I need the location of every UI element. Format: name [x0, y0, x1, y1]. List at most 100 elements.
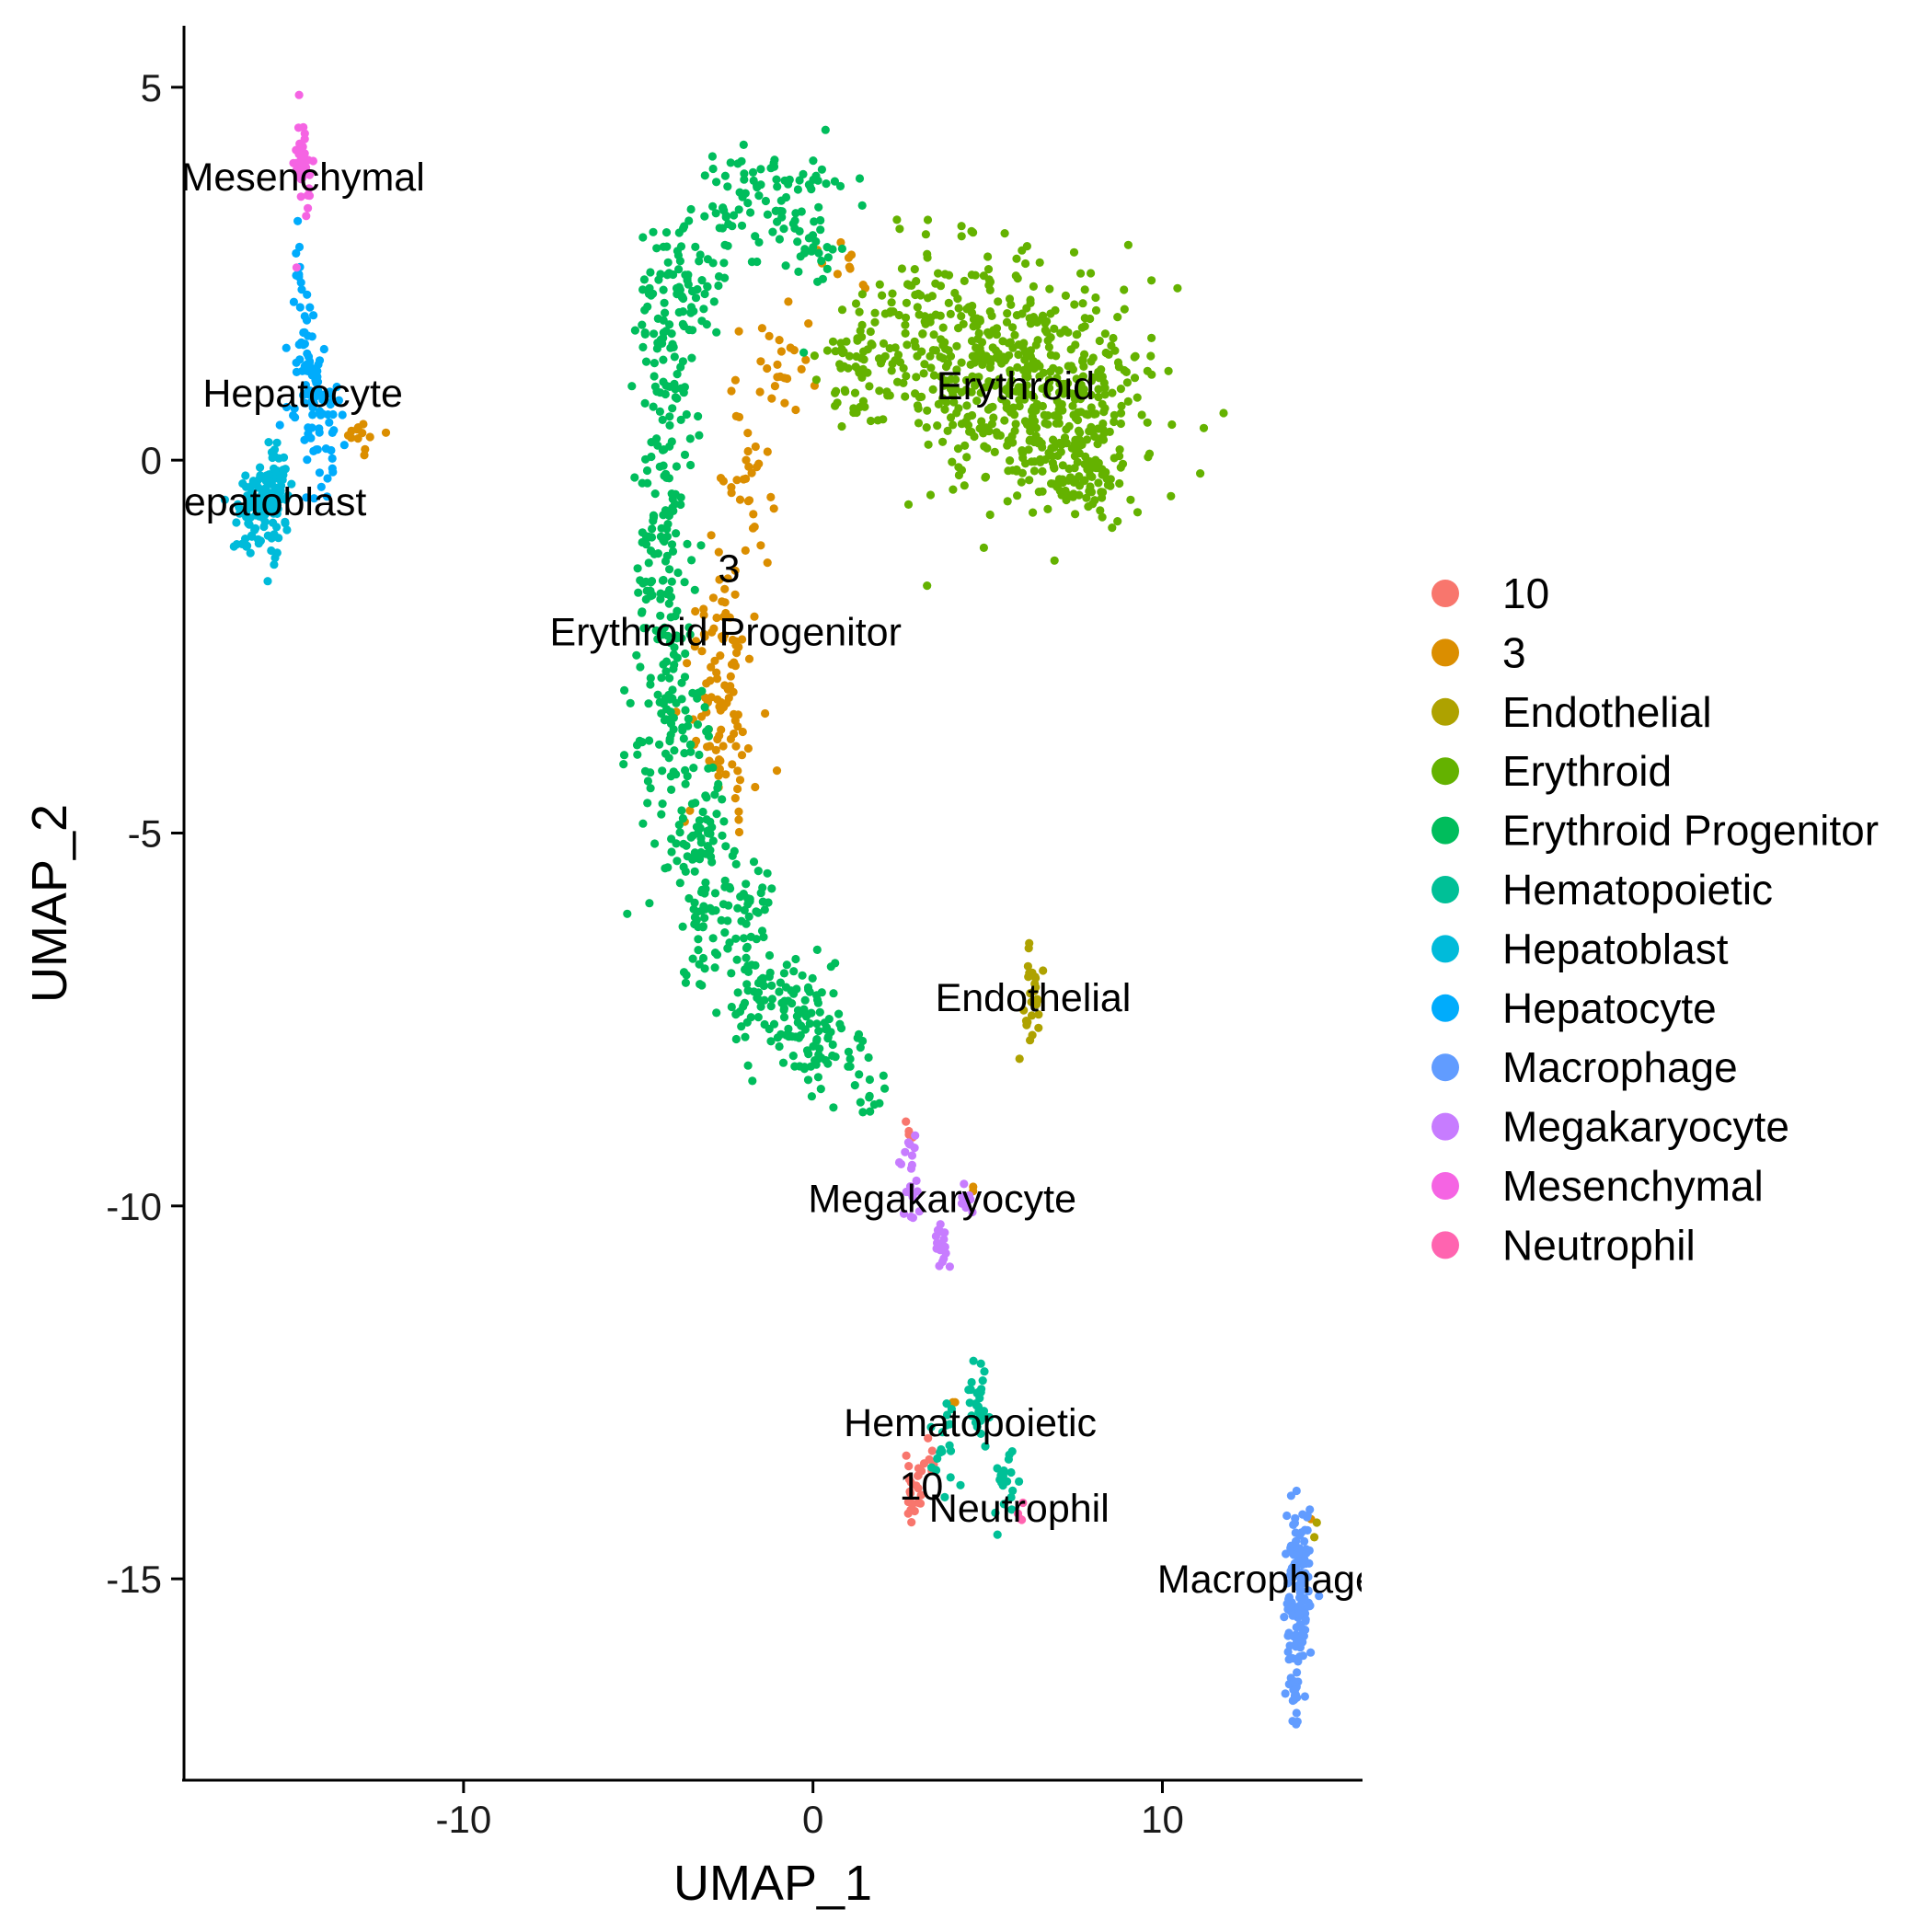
- data-point: [744, 496, 754, 505]
- data-point: [707, 857, 717, 867]
- data-point: [691, 606, 700, 616]
- data-point: [296, 192, 305, 201]
- data-point: [685, 630, 695, 639]
- data-point: [246, 548, 255, 558]
- data-point: [745, 897, 754, 906]
- data-point: [693, 907, 702, 916]
- series-6: [220, 438, 296, 586]
- data-point: [328, 409, 338, 420]
- data-point: [1085, 427, 1094, 436]
- cluster-label: Macrophage: [1157, 1558, 1377, 1602]
- data-point: [983, 265, 994, 274]
- legend-item: 3: [1432, 628, 1526, 676]
- data-point: [671, 612, 680, 621]
- data-point: [359, 420, 368, 429]
- data-point: [995, 374, 1004, 384]
- data-point: [972, 343, 981, 352]
- data-point: [1143, 418, 1152, 427]
- data-point: [915, 1499, 926, 1508]
- data-point: [322, 492, 332, 501]
- data-point: [699, 305, 708, 314]
- data-point: [971, 270, 980, 280]
- data-point: [923, 215, 933, 224]
- data-point: [701, 791, 710, 800]
- data-point: [1045, 284, 1054, 293]
- data-point: [700, 914, 709, 923]
- data-point: [708, 593, 719, 603]
- data-point: [901, 313, 911, 322]
- data-point: [338, 410, 347, 420]
- data-point: [1300, 1692, 1309, 1701]
- data-point: [1039, 966, 1048, 975]
- data-point: [732, 476, 742, 485]
- data-point: [753, 988, 764, 997]
- data-point: [1010, 330, 1019, 339]
- data-point: [717, 725, 726, 734]
- data-point: [315, 424, 324, 433]
- data-point: [908, 1192, 917, 1202]
- data-point: [714, 271, 724, 282]
- data-point: [887, 298, 896, 307]
- data-point: [327, 445, 336, 455]
- data-point: [1310, 1533, 1319, 1542]
- data-point: [305, 170, 315, 179]
- data-point: [735, 495, 745, 504]
- data-point: [966, 1385, 975, 1395]
- data-point: [773, 217, 782, 226]
- data-point: [1091, 305, 1101, 315]
- data-point: [626, 698, 635, 708]
- data-point: [303, 455, 312, 465]
- data-point: [828, 1040, 837, 1050]
- data-point: [1005, 1450, 1014, 1459]
- data-point: [981, 473, 990, 482]
- data-point: [723, 684, 732, 695]
- data-point: [661, 308, 670, 317]
- data-point: [300, 129, 309, 138]
- data-point: [1094, 478, 1103, 488]
- data-point: [646, 673, 655, 683]
- data-point: [630, 326, 640, 335]
- data-point: [305, 303, 315, 312]
- data-point: [782, 960, 791, 970]
- data-point: [630, 473, 639, 482]
- data-point: [326, 399, 335, 409]
- data-point: [649, 402, 658, 411]
- data-point: [673, 370, 682, 379]
- data-point: [857, 201, 867, 210]
- data-point: [303, 290, 312, 299]
- data-point: [929, 330, 938, 339]
- data-point: [1283, 1579, 1293, 1588]
- data-point: [742, 942, 752, 951]
- data-point: [969, 315, 978, 324]
- data-point: [987, 311, 996, 320]
- data-point: [916, 1490, 926, 1500]
- data-point: [960, 441, 970, 450]
- data-point: [1019, 1006, 1029, 1015]
- data-point: [941, 362, 951, 372]
- data-point: [652, 244, 661, 253]
- data-point: [662, 524, 672, 534]
- data-point: [742, 953, 751, 962]
- data-point: [1052, 419, 1061, 428]
- legend-label: Mesenchymal: [1502, 1162, 1764, 1210]
- data-point: [734, 205, 743, 214]
- data-point: [781, 261, 790, 270]
- data-point: [1029, 466, 1039, 476]
- data-point: [1050, 443, 1059, 452]
- data-point: [907, 1160, 917, 1169]
- data-point: [1072, 374, 1081, 384]
- legend-swatch: [1432, 935, 1459, 963]
- data-point: [858, 1108, 868, 1117]
- data-point: [256, 463, 265, 472]
- cluster-label: 3: [719, 547, 741, 592]
- data-point: [667, 785, 676, 795]
- data-point: [730, 566, 740, 575]
- data-point: [926, 363, 936, 373]
- data-point: [844, 363, 853, 373]
- data-point: [304, 203, 313, 213]
- data-point: [645, 736, 654, 745]
- data-point: [702, 815, 711, 824]
- data-point: [262, 489, 271, 498]
- data-point: [993, 1530, 1002, 1539]
- data-point: [643, 478, 652, 488]
